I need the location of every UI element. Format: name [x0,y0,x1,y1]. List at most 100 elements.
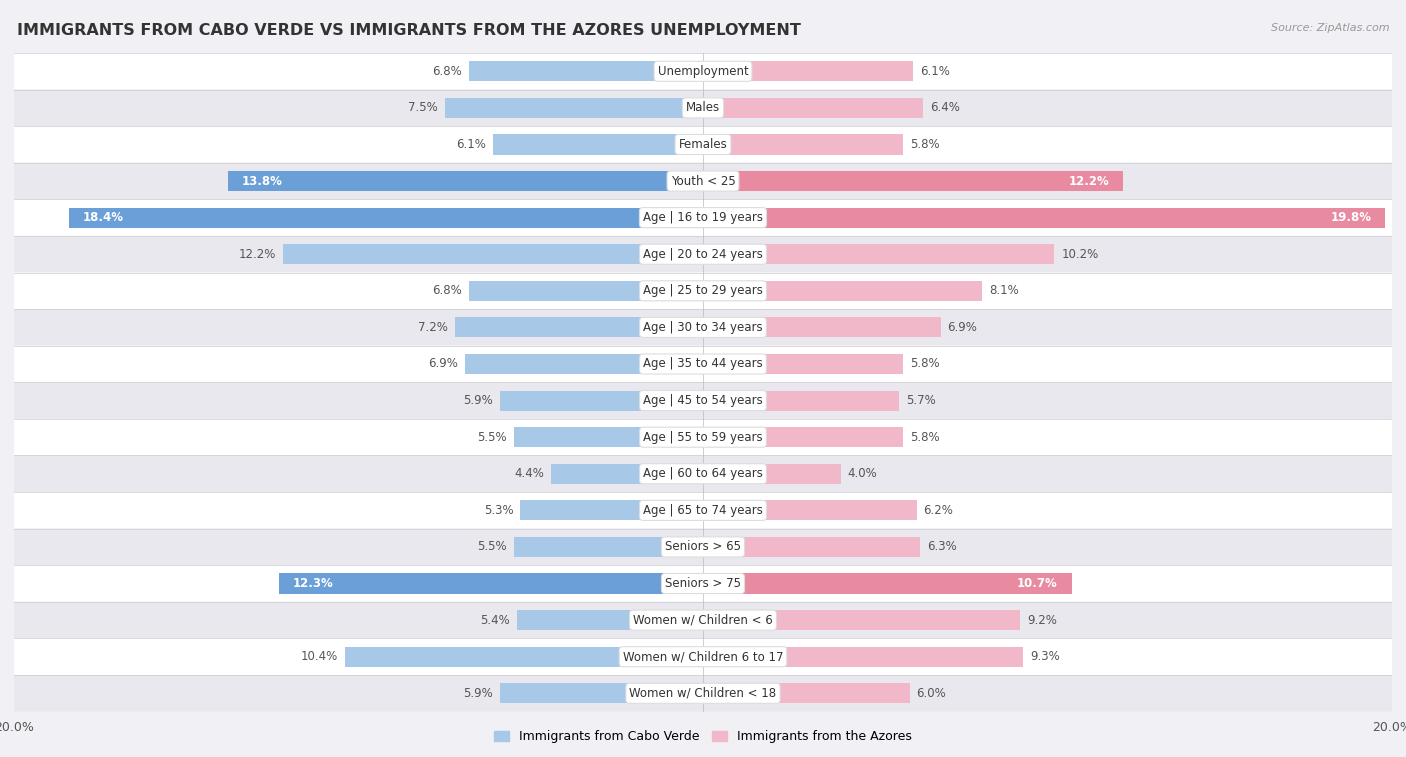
Text: 5.9%: 5.9% [463,687,494,699]
Bar [703,537,920,557]
Text: 6.9%: 6.9% [948,321,977,334]
Bar [703,245,1054,264]
Text: 5.5%: 5.5% [477,540,506,553]
Bar [703,171,1123,191]
Bar [703,391,900,410]
FancyBboxPatch shape [14,199,1392,236]
Text: 5.8%: 5.8% [910,431,939,444]
Bar [703,646,1024,667]
Bar [499,391,703,410]
Text: 13.8%: 13.8% [242,175,283,188]
Text: IMMIGRANTS FROM CABO VERDE VS IMMIGRANTS FROM THE AZORES UNEMPLOYMENT: IMMIGRANTS FROM CABO VERDE VS IMMIGRANTS… [17,23,801,38]
Bar [703,317,941,338]
Bar [520,500,703,520]
FancyBboxPatch shape [14,565,1392,602]
Bar [703,610,1019,630]
Bar [283,245,703,264]
Text: 10.4%: 10.4% [301,650,337,663]
FancyBboxPatch shape [14,675,1392,712]
FancyBboxPatch shape [14,456,1392,492]
FancyBboxPatch shape [14,638,1392,675]
Text: Age | 55 to 59 years: Age | 55 to 59 years [643,431,763,444]
Text: Age | 35 to 44 years: Age | 35 to 44 years [643,357,763,370]
Text: 6.4%: 6.4% [931,101,960,114]
Text: 6.3%: 6.3% [927,540,956,553]
FancyBboxPatch shape [14,602,1392,638]
Text: 5.8%: 5.8% [910,357,939,370]
Text: 5.9%: 5.9% [463,394,494,407]
Text: 10.2%: 10.2% [1062,248,1098,260]
Text: Age | 65 to 74 years: Age | 65 to 74 years [643,504,763,517]
Text: 7.2%: 7.2% [418,321,449,334]
FancyBboxPatch shape [14,53,1392,89]
Text: 8.1%: 8.1% [988,285,1019,298]
Text: Females: Females [679,138,727,151]
Text: 6.1%: 6.1% [920,65,950,78]
FancyBboxPatch shape [14,236,1392,273]
Text: 6.1%: 6.1% [456,138,486,151]
Text: Youth < 25: Youth < 25 [671,175,735,188]
Bar [494,135,703,154]
Text: 5.7%: 5.7% [907,394,936,407]
FancyBboxPatch shape [14,492,1392,528]
FancyBboxPatch shape [14,273,1392,309]
Text: Males: Males [686,101,720,114]
Bar [344,646,703,667]
Bar [517,610,703,630]
Bar [228,171,703,191]
Bar [468,61,703,81]
Bar [444,98,703,118]
Text: 5.3%: 5.3% [484,504,513,517]
Text: 19.8%: 19.8% [1330,211,1371,224]
Bar [703,98,924,118]
Text: Women w/ Children < 18: Women w/ Children < 18 [630,687,776,699]
Bar [703,135,903,154]
Bar [703,684,910,703]
Text: 7.5%: 7.5% [408,101,437,114]
Text: Age | 60 to 64 years: Age | 60 to 64 years [643,467,763,480]
Text: 6.2%: 6.2% [924,504,953,517]
Text: Age | 25 to 29 years: Age | 25 to 29 years [643,285,763,298]
FancyBboxPatch shape [14,382,1392,419]
Bar [468,281,703,301]
Text: 6.0%: 6.0% [917,687,946,699]
FancyBboxPatch shape [14,346,1392,382]
Text: 6.9%: 6.9% [429,357,458,370]
Text: 12.2%: 12.2% [239,248,276,260]
FancyBboxPatch shape [14,419,1392,456]
Text: 6.8%: 6.8% [432,285,461,298]
Text: Seniors > 75: Seniors > 75 [665,577,741,590]
FancyBboxPatch shape [14,89,1392,126]
Text: Women w/ Children < 6: Women w/ Children < 6 [633,614,773,627]
Bar [280,574,703,593]
Bar [465,354,703,374]
Text: Unemployment: Unemployment [658,65,748,78]
Bar [703,427,903,447]
Text: Seniors > 65: Seniors > 65 [665,540,741,553]
Bar [703,464,841,484]
Bar [703,61,912,81]
Text: 12.3%: 12.3% [292,577,333,590]
Bar [499,684,703,703]
Text: 18.4%: 18.4% [83,211,124,224]
FancyBboxPatch shape [14,126,1392,163]
Text: 4.0%: 4.0% [848,467,877,480]
FancyBboxPatch shape [14,309,1392,346]
Text: 5.4%: 5.4% [481,614,510,627]
Text: 5.5%: 5.5% [477,431,506,444]
Text: 12.2%: 12.2% [1069,175,1109,188]
Text: Age | 20 to 24 years: Age | 20 to 24 years [643,248,763,260]
Text: Women w/ Children 6 to 17: Women w/ Children 6 to 17 [623,650,783,663]
Text: 5.8%: 5.8% [910,138,939,151]
Bar [551,464,703,484]
FancyBboxPatch shape [14,163,1392,199]
Bar [69,207,703,228]
Text: Source: ZipAtlas.com: Source: ZipAtlas.com [1271,23,1389,33]
Text: Age | 45 to 54 years: Age | 45 to 54 years [643,394,763,407]
Text: Age | 16 to 19 years: Age | 16 to 19 years [643,211,763,224]
Bar [513,537,703,557]
Bar [456,317,703,338]
Text: Age | 30 to 34 years: Age | 30 to 34 years [643,321,763,334]
Bar [703,207,1385,228]
Bar [703,281,981,301]
